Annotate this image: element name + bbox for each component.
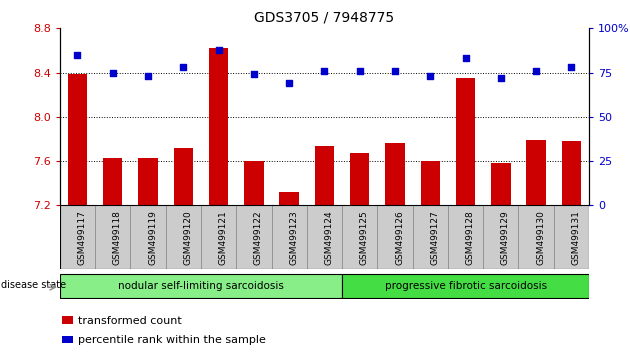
Bar bbox=[350, 153, 369, 205]
Bar bbox=[280, 192, 299, 205]
Bar bbox=[139, 158, 158, 205]
Bar bbox=[307, 205, 342, 269]
Point bbox=[531, 68, 541, 74]
Text: GSM499117: GSM499117 bbox=[77, 210, 86, 265]
Bar bbox=[130, 205, 166, 269]
Text: progressive fibrotic sarcoidosis: progressive fibrotic sarcoidosis bbox=[384, 281, 547, 291]
Point bbox=[178, 64, 188, 70]
Point bbox=[355, 68, 365, 74]
Point bbox=[425, 73, 435, 79]
Bar bbox=[315, 145, 334, 205]
Point bbox=[566, 64, 576, 70]
Bar bbox=[421, 161, 440, 205]
Bar bbox=[518, 205, 554, 269]
Text: GSM499118: GSM499118 bbox=[113, 210, 122, 265]
Text: GSM499128: GSM499128 bbox=[466, 210, 474, 265]
Text: GSM499119: GSM499119 bbox=[148, 210, 157, 265]
Text: GSM499124: GSM499124 bbox=[324, 210, 333, 265]
Bar bbox=[448, 205, 483, 269]
Text: transformed count: transformed count bbox=[78, 315, 182, 326]
Title: GDS3705 / 7948775: GDS3705 / 7948775 bbox=[255, 10, 394, 24]
Text: GSM499129: GSM499129 bbox=[501, 210, 510, 265]
Bar bbox=[413, 205, 448, 269]
Bar bbox=[60, 274, 342, 298]
Bar bbox=[103, 158, 122, 205]
Text: GSM499125: GSM499125 bbox=[360, 210, 369, 265]
Bar bbox=[62, 316, 73, 324]
Text: GSM499131: GSM499131 bbox=[571, 210, 580, 265]
Text: nodular self-limiting sarcoidosis: nodular self-limiting sarcoidosis bbox=[118, 281, 284, 291]
Text: percentile rank within the sample: percentile rank within the sample bbox=[78, 335, 266, 345]
Point bbox=[284, 80, 294, 86]
Bar bbox=[342, 274, 589, 298]
Text: GSM499127: GSM499127 bbox=[430, 210, 439, 265]
Bar bbox=[95, 205, 130, 269]
Bar bbox=[554, 205, 589, 269]
Bar bbox=[174, 148, 193, 205]
Bar bbox=[386, 143, 404, 205]
Text: GSM499126: GSM499126 bbox=[395, 210, 404, 265]
Bar bbox=[377, 205, 413, 269]
Point bbox=[319, 68, 329, 74]
Text: GSM499130: GSM499130 bbox=[536, 210, 545, 265]
Bar bbox=[527, 140, 546, 205]
Text: GSM499121: GSM499121 bbox=[219, 210, 227, 265]
Bar bbox=[244, 161, 263, 205]
Bar bbox=[456, 78, 475, 205]
Bar bbox=[236, 205, 272, 269]
Point bbox=[143, 73, 153, 79]
Bar bbox=[166, 205, 201, 269]
Bar bbox=[342, 205, 377, 269]
Bar bbox=[209, 48, 228, 205]
Text: GSM499123: GSM499123 bbox=[289, 210, 298, 265]
Point bbox=[108, 70, 118, 75]
Bar bbox=[562, 141, 581, 205]
Bar bbox=[483, 205, 518, 269]
Text: GSM499120: GSM499120 bbox=[183, 210, 192, 265]
Text: GSM499122: GSM499122 bbox=[254, 210, 263, 265]
Bar bbox=[201, 205, 236, 269]
Bar bbox=[272, 205, 307, 269]
Point bbox=[496, 75, 506, 81]
Bar bbox=[62, 336, 73, 343]
Text: disease state: disease state bbox=[1, 280, 66, 290]
Point bbox=[249, 72, 259, 77]
Bar bbox=[60, 205, 95, 269]
Point bbox=[214, 47, 224, 52]
Point bbox=[461, 56, 471, 61]
Bar bbox=[68, 74, 87, 205]
Point bbox=[390, 68, 400, 74]
Point bbox=[72, 52, 83, 58]
Bar bbox=[491, 163, 510, 205]
